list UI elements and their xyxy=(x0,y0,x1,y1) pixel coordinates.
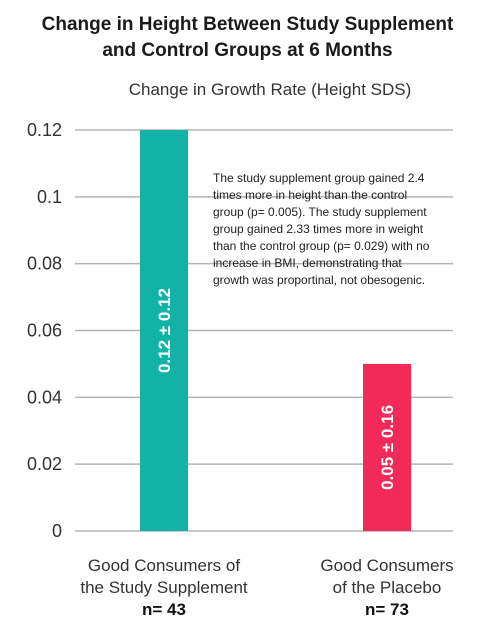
y-tick-label: 0.02 xyxy=(27,454,62,474)
y-tick-label: 0.12 xyxy=(27,120,62,140)
y-tick-label: 0.04 xyxy=(27,387,62,407)
y-tick-label: 0 xyxy=(52,521,62,541)
category-label-placebo: Good Consumers of the Placebo n= 73 xyxy=(287,555,487,621)
sample-size: n= 73 xyxy=(365,600,409,619)
chart-title: Change in Height Between Study Supplemen… xyxy=(0,12,495,64)
y-axis-label: Change in Growth Rate (Height SDS) xyxy=(128,80,412,99)
bar-value-label: 0.05 ± 0.16 xyxy=(378,405,397,490)
category-label-study-supplement: Good Consumers of the Study Supplement n… xyxy=(52,555,276,621)
bar xyxy=(363,363,411,531)
bar-value-label: 0.12 ± 0.12 xyxy=(155,288,174,373)
category-line-2: of the Placebo xyxy=(332,578,442,597)
category-line-1: Good Consumers of xyxy=(87,556,241,575)
bar xyxy=(140,130,188,531)
sample-size: n= 43 xyxy=(142,600,186,619)
y-tick-label: 0.06 xyxy=(27,321,62,341)
chart-title-line-2: and Control Groups at 6 Months xyxy=(102,40,393,61)
category-line-1: Good Consumers xyxy=(320,556,454,575)
chart-title-line-1: Change in Height Between Study Supplemen… xyxy=(41,14,454,35)
y-tick-label: 0.08 xyxy=(27,254,62,274)
y-tick-label: 0.1 xyxy=(37,187,62,207)
chart-annotation: The study supplement group gained 2.4 ti… xyxy=(213,171,430,287)
category-line-2: the Study Supplement xyxy=(80,578,248,597)
